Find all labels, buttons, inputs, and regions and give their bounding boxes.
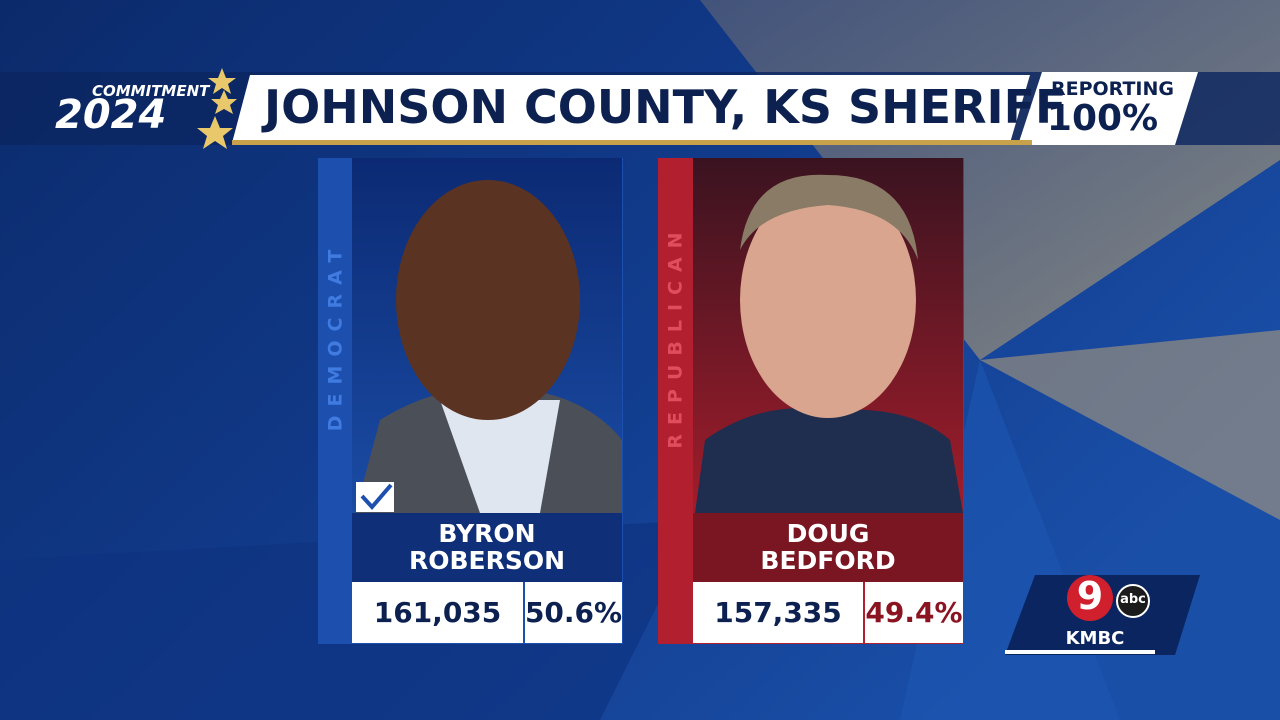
channel: 9 (1076, 574, 1104, 618)
votes: 161,035 (352, 582, 523, 643)
party-label: DEMOCRAT (324, 240, 347, 431)
title: JOHNSON COUNTY, KS SHERIFF (264, 80, 1067, 134)
candidate-name: DOUG BEDFORD (693, 520, 963, 574)
name-line: DOUG (786, 519, 870, 548)
name-line: ROBERSON (408, 546, 566, 575)
name-line: BYRON (438, 519, 536, 548)
reporting-label: REPORTING (1051, 78, 1174, 100)
reporting-value: 100% (1046, 98, 1159, 139)
branding-line2: 2024 (55, 92, 167, 138)
branding-line1: COMMITMENT (92, 82, 210, 100)
call-sign: KMBC (1065, 628, 1125, 649)
candidate-name: BYRON ROBERSON (352, 520, 622, 574)
party-label: REPUBLICAN (664, 222, 687, 449)
votes: 157,335 (693, 582, 863, 643)
network: abc (1120, 592, 1146, 607)
percent: 49.4% (865, 582, 963, 643)
percent: 50.6% (525, 582, 622, 643)
name-line: BEDFORD (760, 546, 896, 575)
